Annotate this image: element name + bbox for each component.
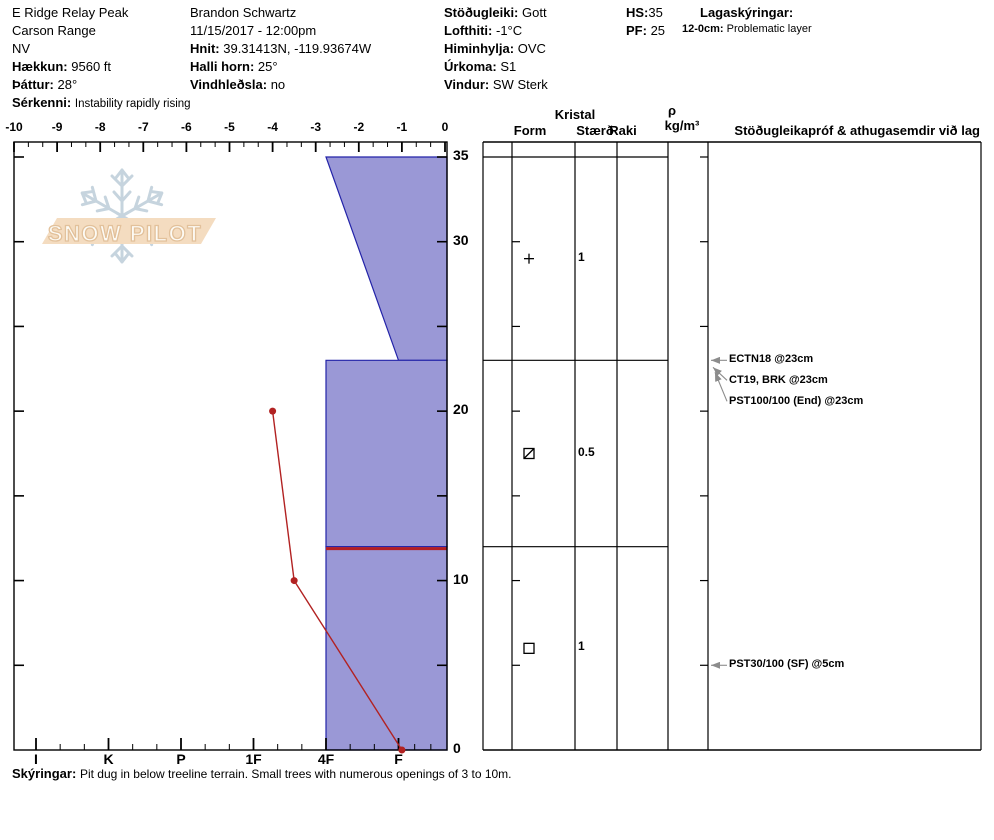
site-aspect-label: Þáttur: — [12, 77, 54, 92]
wind: Vindur: SW Sterk — [444, 76, 548, 94]
wind-label: Vindur: — [444, 77, 490, 92]
form-column-header: Form — [513, 123, 547, 138]
size-column-header: Stærð — [576, 123, 614, 138]
air-temp: Lofthiti: -1°C — [444, 22, 548, 40]
stability-tests-header: Stöðugleikapróf & athugasemdir við lag — [734, 123, 980, 138]
layer-note-range: 12-0cm: — [682, 23, 724, 35]
conditions-block: Stöðugleiki: Gott Lofthiti: -1°C Himinhy… — [444, 4, 548, 94]
sky-cover: Himinhylja: OVC — [444, 40, 548, 58]
observer-info-block: Brandon Schwartz 11/15/2017 - 12:00pm Hn… — [190, 4, 371, 94]
pit-foot-depth: PF: 25 — [626, 22, 665, 40]
profile-chart-border — [13, 141, 448, 751]
test-arrow — [714, 372, 728, 402]
pit-notes-text: Pit dug in below treeline terrain. Small… — [79, 767, 512, 781]
density-symbol-header: ρ — [667, 103, 677, 118]
pit-notes-label: Skýringar: — [12, 766, 77, 781]
sky-cover-value: OVC — [517, 41, 546, 56]
sky-cover-label: Himinhylja: — [444, 41, 515, 56]
crystal-header: Kristal — [554, 107, 596, 122]
density-units-header: kg/m³ — [664, 118, 700, 133]
moisture-column-header: Raki — [609, 123, 637, 138]
stability-label: Stöðugleiki: — [444, 5, 519, 20]
site-special: Sérkenni: Instability rapidly rising — [12, 94, 191, 113]
site-elevation-value: 9560 ft — [71, 59, 112, 74]
coordinates-value: 39.31413N, -119.93674W — [223, 41, 372, 56]
temperature-point — [398, 746, 406, 754]
grain-form-icon-precipitation-particles — [524, 253, 534, 264]
site-name: E Ridge Relay Peak — [12, 5, 129, 20]
layer-notes-title: Lagaskýringar: — [700, 5, 794, 20]
coordinates-label: Hnit: — [190, 41, 220, 56]
temperature-point — [290, 577, 298, 585]
snow-layer — [325, 546, 448, 751]
pit-foot-depth-label: PF: — [626, 23, 647, 38]
observer-name: Brandon Schwartz — [190, 5, 297, 20]
site-elevation-label: Hækkun: — [12, 59, 68, 74]
pit-notes: Skýringar: Pit dug in below treeline ter… — [12, 766, 512, 781]
stability-value: Gott — [522, 5, 547, 20]
snow-height: HS:35 — [626, 4, 665, 22]
snow-height-value: 35 — [648, 5, 663, 20]
snow-layer — [325, 359, 448, 548]
wind-loading-label: Vindhleðsla: — [190, 77, 268, 92]
snowflake-icon — [80, 168, 164, 264]
air-temp-value: -1°C — [496, 23, 523, 38]
site-aspect: Þáttur: 28° — [12, 76, 191, 94]
site-state: NV — [12, 41, 31, 56]
site-special-label: Sérkenni: — [12, 95, 72, 110]
logo-banner — [42, 218, 216, 244]
precip-label: Úrkoma: — [444, 59, 497, 74]
precip-value: S1 — [500, 59, 517, 74]
snow-height-label: HS: — [626, 5, 649, 20]
logo-text: SNOW PILOT — [47, 220, 203, 246]
air-temp-label: Lofthiti: — [444, 23, 493, 38]
site-special-value: Instability rapidly rising — [74, 98, 191, 110]
site-aspect-value: 28° — [57, 77, 78, 92]
layer-note-entry: 12-0cm: Problematic layer — [682, 22, 812, 37]
snow-layer — [325, 156, 448, 361]
wind-value: SW Sterk — [492, 77, 548, 92]
site-range: Carson Range — [12, 23, 96, 38]
site-elevation: Hækkun: 9560 ft — [12, 58, 191, 76]
stability: Stöðugleiki: Gott — [444, 4, 548, 22]
wind-loading: Vindhleðsla: no — [190, 76, 371, 94]
grain-form-icon-decomposing-fragments — [523, 447, 535, 460]
totals-block: HS:35 PF: 25 — [626, 4, 665, 40]
temperature-point — [269, 407, 277, 415]
wind-loading-value: no — [270, 77, 286, 92]
slope-angle-label: Halli horn: — [190, 59, 255, 74]
layer-note-text: Problematic layer — [726, 23, 812, 35]
slope-angle: Halli horn: 25° — [190, 58, 371, 76]
grain-form-icon-faceted-crystals — [523, 642, 535, 654]
coordinates: Hnit: 39.31413N, -119.93674W — [190, 40, 371, 58]
layer-notes-block: Lagaskýringar: 12-0cm: Problematic layer — [682, 4, 812, 37]
precip: Úrkoma: S1 — [444, 58, 548, 76]
site-info-block: E Ridge Relay Peak Carson Range NV Hækku… — [12, 4, 191, 113]
slope-angle-value: 25° — [257, 59, 278, 74]
observation-datetime: 11/15/2017 - 12:00pm — [190, 23, 317, 38]
pit-foot-depth-value: 25 — [650, 23, 666, 38]
